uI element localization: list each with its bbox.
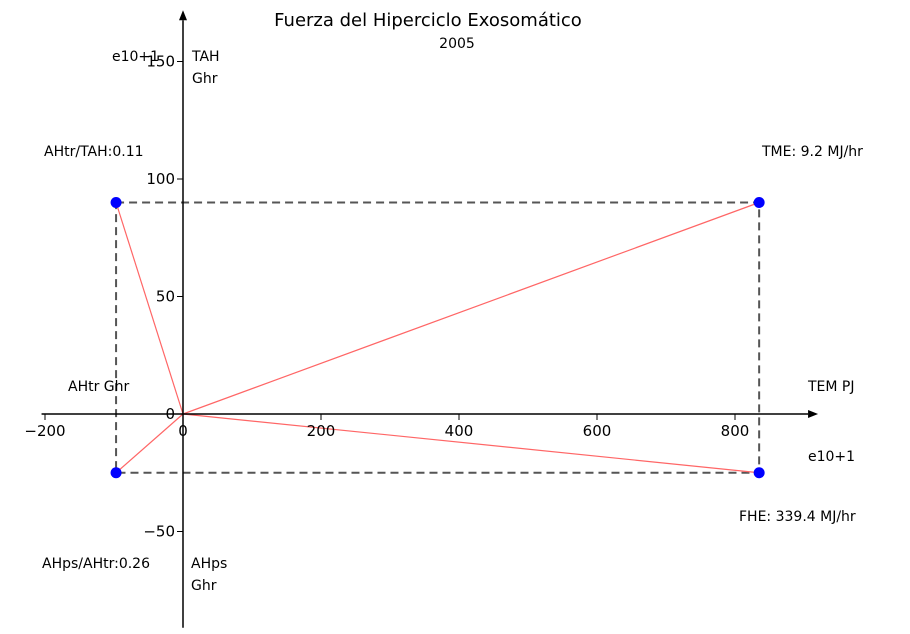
annotation-exp-top: e10+1 — [112, 49, 159, 65]
origin-ray — [115, 413, 184, 474]
y-tick-label: −50 — [143, 523, 175, 541]
data-point — [753, 467, 765, 479]
annotation-ahps-label: AHps — [191, 556, 227, 572]
x-tick-label: 800 — [721, 422, 750, 440]
data-point — [110, 467, 122, 479]
origin-ray — [115, 202, 184, 415]
data-points — [110, 197, 765, 479]
origin-rays — [115, 201, 760, 474]
annotation-exp-right: e10+1 — [808, 449, 855, 465]
x-tick-label: 400 — [445, 422, 474, 440]
y-tick-label: 50 — [156, 288, 175, 306]
chart-title: Fuerza del Hiperciclo Exosomático — [274, 10, 582, 31]
data-point — [753, 197, 765, 208]
bounding-rectangle — [115, 201, 761, 474]
dashed-rectangle — [115, 201, 761, 474]
y-tick-label: 150 — [146, 53, 175, 71]
annotation-tah-label: TAH — [191, 49, 220, 65]
x-tick-label: 0 — [178, 422, 188, 440]
axis-ticks: −200 0 200 400 600 800 150 100 50 0 −50 — [24, 53, 749, 541]
y-tick-label: 100 — [146, 170, 175, 188]
axes — [41, 10, 819, 628]
annotation-fhe: FHE: 339.4 MJ/hr — [739, 509, 856, 525]
x-tick-label: −200 — [24, 422, 65, 440]
annotation-ahtr-ghr: AHtr Ghr — [68, 379, 130, 395]
annotation-tah-unit: Ghr — [192, 71, 218, 87]
annotation-ahtr-tah-ratio: AHtr/TAH:0.11 — [44, 144, 144, 160]
y-axis-arrowhead — [179, 10, 187, 21]
x-tick-label: 600 — [583, 422, 612, 440]
chart-subtitle: 2005 — [439, 36, 475, 52]
data-point — [110, 197, 122, 208]
annotation-ahps-unit: Ghr — [191, 578, 217, 594]
annotation-tem-pj: TEM PJ — [807, 379, 855, 395]
origin-ray — [182, 201, 760, 415]
x-axis-arrowhead — [808, 410, 819, 418]
annotation-ahps-ahtr-ratio: AHps/AHtr:0.26 — [42, 556, 150, 572]
origin-ray — [182, 413, 760, 474]
x-tick-label: 200 — [307, 422, 336, 440]
annotation-tme: TME: 9.2 MJ/hr — [761, 144, 863, 160]
y-tick-label: 0 — [165, 405, 175, 423]
